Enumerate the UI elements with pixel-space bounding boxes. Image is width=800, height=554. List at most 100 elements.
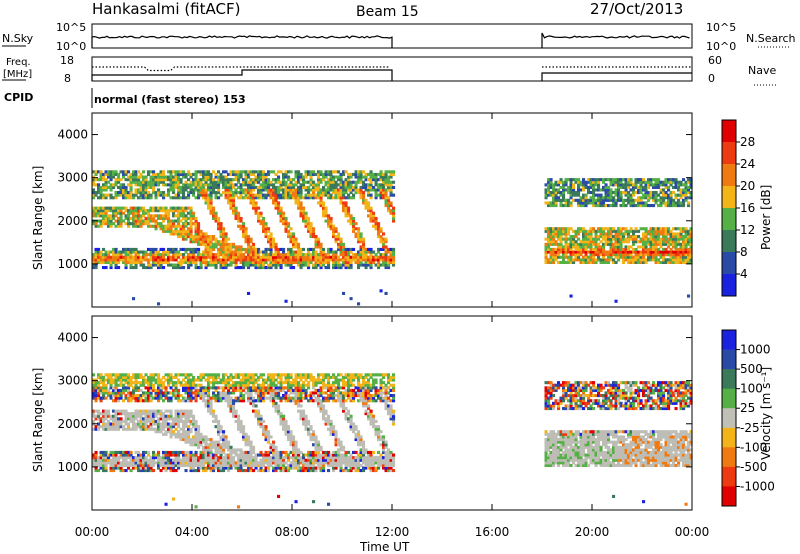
- heatmap-cell: [207, 235, 211, 239]
- heatmap-cell: [137, 209, 141, 213]
- heatmap-cell: [244, 170, 248, 174]
- heatmap-cell: [119, 453, 123, 457]
- heatmap-cell: [317, 175, 321, 179]
- heatmap-cell: [189, 440, 193, 444]
- heatmap-cell: [112, 414, 116, 418]
- heatmap-cell: [144, 396, 148, 400]
- heatmap-cell: [604, 232, 608, 236]
- heatmap-cell: [129, 391, 133, 395]
- heatmap-cell: [129, 178, 133, 182]
- heatmap-cell: [352, 224, 356, 228]
- heatmap-cell: [94, 209, 98, 213]
- heatmap-cell: [132, 463, 136, 467]
- heatmap-cell: [684, 183, 688, 187]
- heatmap-cell: [134, 461, 138, 465]
- heatmap-cell: [544, 247, 548, 251]
- heatmap-cell: [284, 219, 288, 223]
- heatmap-cell: [104, 461, 108, 465]
- heatmap-cell: [142, 450, 146, 454]
- heatmap-cell: [194, 453, 198, 457]
- heatmap-cell: [159, 430, 163, 434]
- heatmap-cell: [144, 381, 148, 385]
- heatmap-cell: [154, 178, 158, 182]
- heatmap-cell: [99, 375, 103, 379]
- heatmap-cell: [169, 180, 173, 184]
- heatmap-cell: [602, 180, 606, 184]
- heatmap-cell: [327, 216, 331, 220]
- heatmap-cell: [372, 260, 376, 264]
- heatmap-cell: [624, 191, 628, 195]
- heatmap-cell: [127, 394, 131, 398]
- heatmap-cell: [112, 417, 116, 421]
- heatmap-cell: [594, 235, 598, 239]
- nsky-right-top-tick: 10^5: [706, 21, 736, 34]
- heatmap-cell: [364, 260, 368, 264]
- heatmap-cell: [377, 229, 381, 233]
- heatmap-cell: [107, 427, 111, 431]
- heatmap-cell: [602, 250, 606, 254]
- heatmap-cell: [579, 201, 583, 205]
- heatmap-cell: [277, 253, 281, 257]
- heatmap-cell: [642, 235, 646, 239]
- heatmap-cell: [164, 469, 168, 473]
- heatmap-cell: [159, 191, 163, 195]
- heatmap-cell: [642, 178, 646, 182]
- heatmap-cell: [167, 183, 171, 187]
- heatmap-cell: [659, 250, 663, 254]
- heatmap-cell: [669, 191, 673, 195]
- heatmap-cell: [599, 198, 603, 202]
- heatmap-cell: [564, 240, 568, 244]
- heatmap-cell: [109, 258, 113, 262]
- heatmap-cell: [309, 178, 313, 182]
- heatmap-cell: [102, 412, 106, 416]
- heatmap-cell: [329, 258, 333, 262]
- heatmap-cell: [669, 198, 673, 202]
- heatmap-cell: [129, 250, 133, 254]
- heatmap-cell: [192, 453, 196, 457]
- heatmap-cell: [92, 258, 96, 262]
- heatmap-cell: [214, 373, 218, 377]
- heatmap-cell: [274, 260, 278, 264]
- heatmap-cell: [564, 204, 568, 208]
- heatmap-cell: [149, 170, 153, 174]
- heatmap-cell: [209, 247, 213, 251]
- heatmap-cell: [94, 458, 98, 462]
- heatmap-cell: [199, 391, 203, 395]
- heatmap-cell: [314, 196, 318, 200]
- heatmap-cell: [299, 247, 303, 251]
- heatmap-cell: [304, 255, 308, 259]
- heatmap-cell: [229, 242, 233, 246]
- heatmap-cell: [354, 183, 358, 187]
- heatmap-cell: [142, 253, 146, 257]
- heatmap-cell: [97, 253, 101, 257]
- heatmap-cell: [304, 258, 308, 262]
- heatmap-cell: [557, 183, 561, 187]
- heatmap-cell: [149, 409, 153, 413]
- heatmap-cell: [182, 412, 186, 416]
- heatmap-cell: [214, 388, 218, 392]
- heatmap-cell: [102, 253, 106, 257]
- heatmap-cell: [642, 247, 646, 251]
- heatmap-cell: [114, 172, 118, 176]
- heatmap-cell: [219, 386, 223, 390]
- heatmap-cell: [192, 419, 196, 423]
- heatmap-cell: [619, 240, 623, 244]
- heatmap-cell: [167, 422, 171, 426]
- heatmap-cell: [139, 206, 143, 210]
- heatmap-cell: [132, 458, 136, 462]
- heatmap-cell: [334, 229, 338, 233]
- heatmap-cell: [554, 193, 558, 197]
- heatmap-cell: [189, 250, 193, 254]
- heatmap-cell: [222, 450, 226, 454]
- heatmap-cell: [227, 242, 231, 246]
- heatmap-cell: [329, 170, 333, 174]
- heatmap-cell: [262, 185, 266, 189]
- heatmap-cell: [639, 188, 643, 192]
- heatmap-cell: [134, 412, 138, 416]
- heatmap-cell: [184, 250, 188, 254]
- heatmap-cell: [552, 193, 556, 197]
- heatmap-cell: [312, 232, 316, 236]
- heatmap-cell: [179, 206, 183, 210]
- heatmap-cell: [287, 185, 291, 189]
- heatmap-cell: [599, 250, 603, 254]
